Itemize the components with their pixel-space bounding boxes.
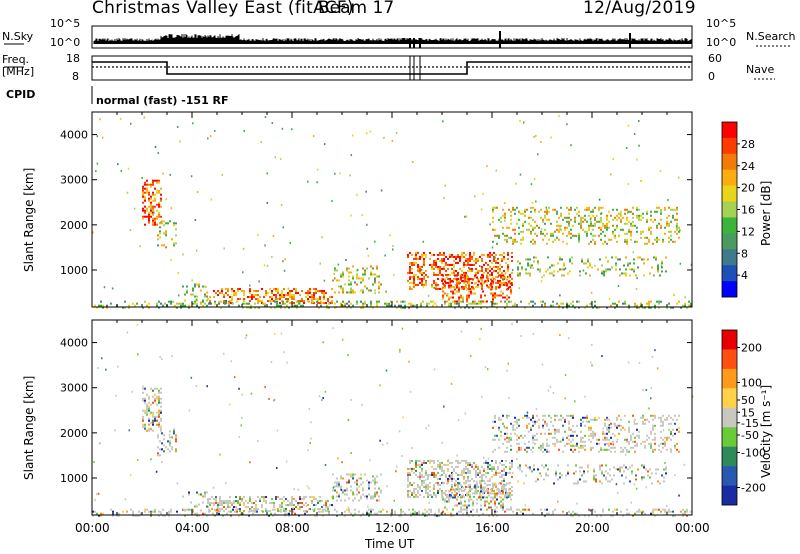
velocity-colorbar-seg-1 [722, 349, 737, 370]
velocity-heatmap-cells [92, 321, 694, 517]
nsearch-tick-min: 10^0 [706, 36, 737, 49]
nave-tick-max: 60 [708, 52, 722, 65]
power-colorbar-seg-10 [722, 281, 737, 298]
freq-tick-min: 8 [72, 70, 79, 83]
velocity-cb-label-5: -50 [741, 429, 759, 442]
power-ytick-label-1000: 1000 [60, 264, 88, 277]
velocity-panel-frame [91, 319, 693, 516]
x-tick-label-2: 08:00 [275, 521, 310, 535]
velocity-colorbar-seg-8 [722, 485, 737, 506]
x-tick-label-5: 20:00 [575, 521, 610, 535]
velocity-colorbar-seg-5 [722, 427, 737, 447]
nsky-tick-max: 10^5 [50, 17, 81, 30]
nsearch-tick-max: 10^5 [706, 17, 737, 30]
freq-tick-max: 18 [66, 52, 80, 65]
nsky-label: N.Sky [2, 30, 34, 43]
nsky-panel-frame [91, 25, 693, 49]
beam-label: Beam 17 [318, 0, 395, 18]
cpid-text: normal (fast) -151 RF [96, 94, 229, 107]
velocity-ytick-label-3000: 3000 [60, 382, 88, 395]
power-cb-label-0: 4 [741, 269, 748, 282]
x-tick-label-3: 12:00 [375, 521, 410, 535]
velocity-ytick-label-4000: 4000 [60, 337, 88, 350]
power-cb-label-2: 12 [741, 225, 755, 238]
power-heatmap-cells [92, 114, 693, 309]
velocity-ytick-label-1000: 1000 [60, 472, 88, 485]
velocity-colorbar-seg-7 [722, 466, 737, 486]
power-colorbar-seg-6 [722, 217, 737, 234]
power-colorbar-seg-0 [722, 122, 737, 139]
freq-panel-frame [91, 55, 693, 81]
power-colorbar-seg-5 [722, 201, 737, 218]
nsearch-label: N.Search [746, 30, 796, 43]
cpid-label: CPID [6, 88, 36, 101]
power-ytick-label-4000: 4000 [60, 129, 88, 142]
freq-label-line2: [MHz] [2, 65, 35, 78]
power-ytick-label-3000: 3000 [60, 174, 88, 187]
velocity-cb-label-0: 200 [741, 342, 762, 355]
velocity-cb-label-2: 50 [741, 394, 755, 407]
power-colorbar-seg-1 [722, 137, 737, 155]
power-colorbar-seg-9 [722, 265, 737, 282]
power-colorbar-seg-3 [722, 169, 737, 186]
freq-label-line1: Freq. [2, 53, 30, 66]
velocity-colorbar-seg-0 [722, 330, 737, 350]
velocity-cb-label-1: 100 [741, 377, 762, 390]
power-colorbar-seg-7 [722, 233, 737, 250]
x-tick-label-0: 00:00 [75, 521, 110, 535]
power-ytick-label-2000: 2000 [60, 219, 88, 232]
power-colorbar-seg-4 [722, 185, 737, 202]
velocity-cb-label-3: 15 [741, 406, 755, 419]
plot-date: 12/Aug/2019 [583, 0, 696, 18]
frequency-line [92, 61, 692, 75]
velocity-colorbar-seg-6 [722, 446, 737, 467]
power-cb-label-5: 24 [741, 160, 755, 173]
velocity-colorbar-seg-3 [722, 388, 737, 409]
velocity-colorbar-seg-2 [722, 368, 737, 389]
velocity-ytick-label-2000: 2000 [60, 427, 88, 440]
power-cb-label-6: 28 [741, 138, 755, 151]
nsky-tick-min: 10^0 [50, 36, 81, 49]
nave-label: Nave [746, 63, 775, 76]
velocity-colorbar-seg-4 [722, 407, 737, 428]
power-cb-label-4: 20 [741, 182, 755, 195]
power-colorbar-seg-2 [722, 153, 737, 171]
x-tick-label-6: 00:00 [675, 521, 710, 535]
nave-tick-min: 0 [708, 70, 715, 83]
velocity-cb-label-4: -15 [741, 417, 759, 430]
velocity-cb-label-6: -100 [741, 447, 766, 460]
plot-title: Christmas Valley East (fitACF) [92, 0, 354, 18]
power-cb-label-1: 8 [741, 247, 748, 260]
nsky-series [93, 34, 692, 44]
velocity-cb-label-7: -200 [741, 482, 766, 495]
x-axis-title: Time UT [365, 537, 415, 551]
power-colorbar-seg-8 [722, 249, 737, 266]
power-cb-label-3: 16 [741, 204, 755, 217]
x-tick-label-1: 04:00 [175, 521, 210, 535]
x-tick-label-4: 16:00 [475, 521, 510, 535]
velocity-colorbar-frame [721, 329, 738, 506]
